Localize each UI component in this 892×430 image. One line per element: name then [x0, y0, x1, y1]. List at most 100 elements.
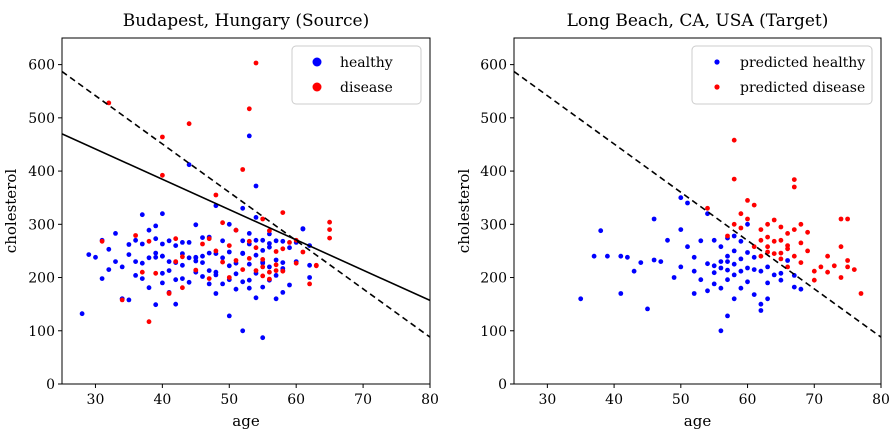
healthy-point — [260, 237, 266, 243]
healthy-point — [631, 268, 637, 274]
disease-point — [173, 259, 179, 264]
healthy-point — [240, 238, 246, 244]
healthy-point — [738, 285, 744, 291]
healthy-point — [638, 260, 644, 265]
disease-point — [765, 234, 770, 240]
x-tick-label: 60 — [739, 392, 757, 408]
healthy-point — [146, 255, 152, 261]
healthy-point — [273, 257, 279, 263]
healthy-point — [153, 236, 159, 242]
disease-point — [798, 240, 804, 246]
healthy-point — [731, 248, 737, 254]
disease-point — [785, 246, 790, 252]
disease-point — [153, 270, 159, 276]
disease-point — [327, 219, 332, 225]
healthy-point — [253, 252, 259, 258]
disease-point — [213, 248, 219, 254]
healthy-point — [233, 271, 239, 277]
healthy-point — [738, 268, 744, 274]
disease-point — [791, 184, 797, 190]
healthy-point — [725, 313, 730, 319]
healthy-point — [133, 273, 139, 278]
healthy-point — [253, 237, 259, 243]
healthy-point — [738, 238, 744, 244]
disease-point — [805, 229, 810, 235]
healthy-point — [731, 296, 737, 302]
disease-legend-marker — [714, 84, 720, 90]
x-axis-label: age — [684, 412, 712, 430]
disease-point — [180, 254, 185, 260]
y-tick-label: 200 — [480, 271, 507, 287]
healthy-point — [153, 223, 159, 229]
y-tick-label: 300 — [28, 217, 55, 233]
y-tick-label: 100 — [28, 324, 55, 340]
disease-point — [725, 233, 730, 239]
x-axis-label: age — [232, 412, 260, 430]
healthy-point — [651, 257, 657, 263]
healthy-point — [698, 277, 704, 283]
healthy-point — [79, 311, 85, 317]
healthy-point — [718, 244, 724, 250]
healthy-point — [139, 241, 145, 247]
disease-point — [838, 216, 844, 222]
healthy-point — [146, 285, 152, 291]
healthy-point — [778, 277, 784, 283]
healthy-point — [678, 195, 684, 201]
healthy-point — [307, 262, 312, 268]
healthy-point — [711, 263, 717, 269]
healthy-point — [705, 288, 710, 294]
healthy-point — [273, 273, 279, 278]
healthy-point — [665, 237, 670, 243]
disease-point — [146, 238, 152, 244]
disease-point — [765, 221, 770, 227]
healthy-point — [280, 260, 286, 265]
healthy-point — [745, 265, 750, 271]
healthy-point — [240, 250, 246, 256]
healthy-point — [771, 272, 777, 278]
y-tick-label: 600 — [480, 58, 507, 74]
healthy-point — [751, 292, 757, 297]
healthy-point — [200, 253, 205, 259]
disease-point — [287, 240, 292, 245]
y-tick-label: 0 — [498, 377, 507, 393]
healthy-point — [146, 227, 152, 233]
healthy-point — [180, 262, 185, 268]
disease-point — [280, 246, 286, 252]
disease-point — [845, 258, 850, 263]
disease-point — [213, 192, 219, 198]
healthy-point — [126, 252, 132, 257]
disease-point — [791, 253, 797, 259]
healthy-point — [718, 328, 724, 334]
healthy-point — [240, 205, 246, 211]
disease-point — [778, 224, 784, 230]
healthy-point — [745, 279, 750, 285]
healthy-point — [213, 291, 219, 296]
chart-panel-source: Budapest, Hungary (Source) 30 40 50 60 70 80 0 1… — [2, 11, 439, 430]
healthy-point — [578, 296, 584, 302]
healthy-point — [180, 240, 185, 245]
dashed-boundary-line — [62, 70, 430, 338]
disease-point — [745, 198, 750, 203]
healthy-point — [273, 238, 279, 244]
x-tick-label: 30 — [87, 392, 105, 408]
legend-label: disease — [340, 80, 393, 96]
disease-point — [805, 248, 810, 254]
disease-point — [825, 253, 830, 259]
healthy-point — [246, 133, 252, 139]
healthy-point — [200, 260, 205, 265]
healthy-point — [226, 313, 232, 319]
healthy-point — [226, 263, 232, 269]
healthy-point — [785, 258, 790, 263]
disease-point — [99, 238, 105, 244]
healthy-point — [658, 259, 664, 264]
healthy-point — [193, 255, 199, 261]
healthy-point — [260, 284, 266, 290]
disease-point — [327, 227, 332, 233]
y-tick-label: 400 — [480, 164, 507, 180]
healthy-point — [180, 276, 185, 281]
healthy-point — [685, 244, 690, 250]
disease-point — [838, 244, 844, 250]
disease-point — [226, 243, 232, 249]
healthy-point — [287, 282, 292, 288]
disease-point — [260, 216, 266, 222]
